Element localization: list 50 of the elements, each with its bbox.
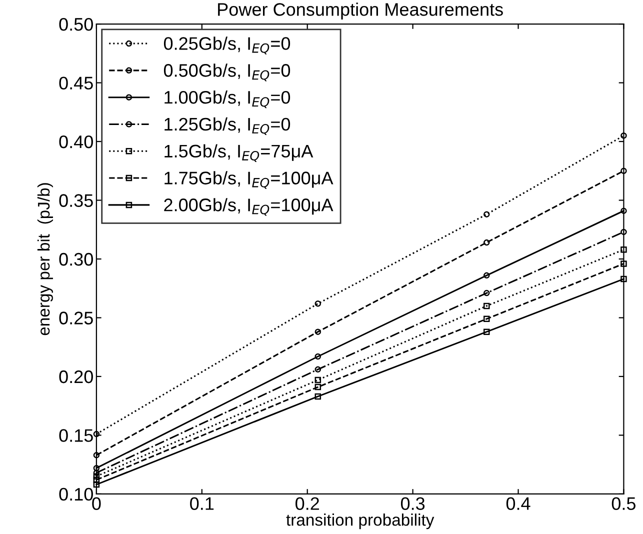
point <box>483 290 490 296</box>
x-tick-label: 0 <box>92 497 101 510</box>
y-tick-label: 0.45 <box>59 76 93 90</box>
point <box>620 168 627 174</box>
y-tick-label: 0.40 <box>59 135 93 148</box>
legend-label: 1.5Gb/s, I$_{EQ}$=75μA <box>164 144 314 162</box>
point <box>314 328 322 335</box>
x-tick-label: 0.3 <box>400 497 425 510</box>
point <box>483 328 490 335</box>
legend-label: 0.25Gb/s, I$_{EQ}$=0 <box>164 36 290 54</box>
point <box>314 384 322 390</box>
legend-label: 1.75Gb/s, I$_{EQ}$=100μA <box>164 171 334 189</box>
point <box>314 366 322 373</box>
point <box>483 302 490 310</box>
point <box>93 481 100 488</box>
point <box>314 300 322 307</box>
point <box>620 228 627 236</box>
y-tick-label: 0.20 <box>59 370 93 384</box>
legend-label: 2.00Gb/s, I$_{EQ}$=100μA <box>164 198 334 216</box>
point <box>314 376 322 384</box>
point <box>620 208 627 214</box>
chart-title: Power Consumption Measurements <box>218 2 503 20</box>
point <box>93 473 100 480</box>
y-tick-label: 0.50 <box>59 18 93 31</box>
point <box>314 393 322 400</box>
point <box>483 211 490 218</box>
y-tick-label: 0.30 <box>59 252 93 266</box>
point <box>483 316 490 322</box>
y-tick-label: 0.15 <box>59 429 93 442</box>
point <box>620 246 627 253</box>
x-tick-label: 0.5 <box>612 497 636 510</box>
point <box>314 353 322 360</box>
point <box>93 452 100 458</box>
x-axis-title: transition probability <box>286 514 434 530</box>
point <box>620 276 627 282</box>
x-tick-label: 0.2 <box>296 497 319 510</box>
y-axis-title: energy per bit (pJ/b) <box>37 183 53 336</box>
point <box>483 239 490 246</box>
point <box>483 272 490 279</box>
x-tick-label: 0.1 <box>190 497 214 510</box>
y-tick-label: 0.35 <box>59 194 93 207</box>
point <box>620 132 627 139</box>
legend-label: 0.50Gb/s, I$_{EQ}$=0 <box>164 64 290 82</box>
legend-label: 1.25Gb/s, I$_{EQ}$=0 <box>164 117 290 136</box>
point <box>93 430 100 438</box>
point <box>620 260 627 267</box>
legend-label: 1.00Gb/s, I$_{EQ}$=0 <box>164 90 290 108</box>
y-tick-label: 0.10 <box>59 488 93 501</box>
y-tick-label: 0.25 <box>59 312 93 324</box>
x-tick-label: 0.4 <box>506 497 530 510</box>
